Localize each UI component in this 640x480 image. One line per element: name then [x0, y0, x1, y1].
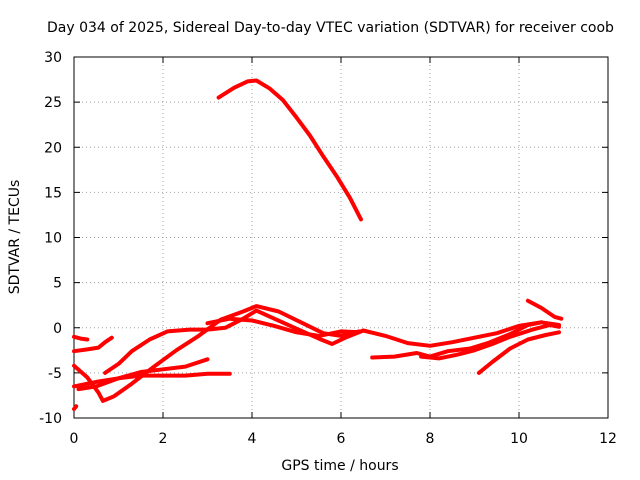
- ticks: 0 2 4 6 8 10 12 -10 -5 0 5 10 15 20 25 30: [39, 50, 617, 447]
- series-track-high: [216, 78, 363, 222]
- grid: [74, 57, 608, 418]
- series-track-ridge: [205, 316, 361, 338]
- y-tick-label: 5: [53, 276, 62, 292]
- series-track-dip: [72, 304, 361, 403]
- y-axis-label: SDTVAR / TECUs: [7, 180, 23, 295]
- series-track-late-low: [370, 320, 544, 360]
- y-tick-label: -10: [39, 411, 62, 427]
- x-tick-label: 10: [510, 431, 528, 447]
- x-tick-label: 4: [248, 431, 257, 447]
- y-tick-label: 15: [44, 185, 62, 201]
- x-tick-label: 8: [426, 431, 435, 447]
- x-tick-label: 6: [337, 431, 346, 447]
- y-tick-label: -5: [48, 366, 62, 382]
- chart-title: Day 034 of 2025, Sidereal Day-to-day VTE…: [47, 20, 614, 36]
- y-tick-label: 30: [44, 50, 62, 66]
- series-track-late-rise: [476, 330, 561, 375]
- series-group: [72, 78, 564, 411]
- series-track-early-b: [72, 335, 114, 354]
- series-track-mid-a: [76, 357, 210, 392]
- x-axis-label: GPS time / hours: [281, 458, 398, 474]
- y-tick-label: 20: [44, 140, 62, 156]
- series-track-low-flat: [72, 371, 232, 389]
- y-tick-label: 0: [53, 321, 62, 337]
- x-tick-label: 12: [599, 431, 617, 447]
- series-track-late-mid: [419, 323, 561, 361]
- series-track-late-peak: [525, 298, 564, 321]
- x-tick-label: 0: [70, 431, 79, 447]
- y-tick-label: 10: [44, 231, 62, 247]
- series-track-early-a: [72, 334, 90, 342]
- series-track-rise: [103, 308, 561, 375]
- y-tick-label: 25: [44, 95, 62, 111]
- series-track-early-c: [72, 404, 79, 411]
- x-tick-label: 2: [159, 431, 168, 447]
